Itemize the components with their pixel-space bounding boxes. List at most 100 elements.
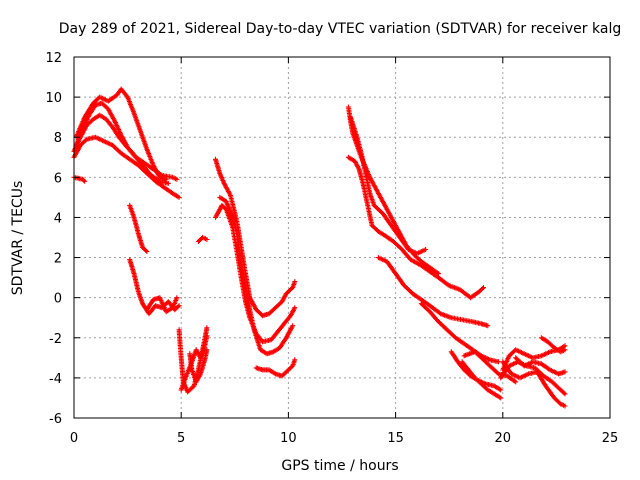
data-point: [446, 328, 448, 331]
data-point: [148, 312, 150, 315]
data-point: [203, 359, 206, 361]
data-point: [362, 184, 365, 187]
data-point: [499, 377, 502, 379]
data-point: [261, 314, 264, 317]
data-point: [176, 178, 178, 181]
x-tick-label: 25: [602, 431, 619, 446]
data-point: [463, 342, 466, 345]
series-track-q: [345, 104, 441, 277]
y-tick-label: 4: [54, 211, 62, 226]
data-point: [399, 236, 401, 239]
data-point: [105, 118, 107, 120]
data-point: [94, 136, 97, 139]
data-point: [120, 134, 122, 137]
x-tick-label: 20: [495, 431, 512, 446]
data-point: [532, 361, 534, 363]
data-point: [559, 389, 562, 391]
data-point: [268, 312, 270, 315]
data-point: [450, 351, 453, 353]
data-point: [557, 373, 560, 375]
data-point: [456, 361, 459, 363]
data-point: [128, 158, 131, 161]
y-tick-label: 6: [54, 171, 62, 186]
series-track-ac: [513, 355, 568, 377]
data-point: [214, 158, 217, 161]
data-point: [225, 200, 228, 203]
data-point: [551, 381, 553, 383]
data-point: [255, 367, 258, 369]
data-point: [244, 300, 247, 303]
y-tick-label: -4: [49, 372, 62, 387]
data-point: [553, 347, 556, 349]
x-tick-label: 5: [177, 431, 185, 446]
data-point: [98, 96, 101, 98]
data-point: [167, 182, 170, 185]
data-point: [534, 367, 536, 369]
data-point: [94, 104, 97, 106]
data-point: [373, 184, 375, 187]
data-point: [461, 361, 463, 363]
data-point: [268, 369, 270, 371]
data-point: [143, 162, 146, 165]
data-point: [197, 240, 200, 243]
data-point: [240, 276, 243, 279]
data-point: [244, 284, 247, 287]
data-point: [178, 328, 180, 331]
data-point: [564, 371, 566, 373]
data-point: [454, 336, 457, 339]
data-point: [482, 286, 485, 289]
data-point: [461, 318, 463, 321]
data-point: [360, 152, 363, 155]
data-point: [197, 369, 200, 371]
data-point: [291, 286, 294, 289]
data-point: [261, 369, 264, 371]
data-point: [107, 108, 110, 110]
data-point: [480, 383, 483, 385]
data-point: [253, 328, 255, 331]
data-point: [287, 369, 290, 371]
data-marks: [71, 86, 568, 409]
y-tick-label: 10: [45, 91, 62, 106]
data-point: [437, 272, 440, 275]
data-point: [154, 304, 157, 307]
data-point: [429, 310, 431, 313]
data-point: [549, 369, 551, 371]
data-point: [502, 369, 504, 371]
data-point: [409, 258, 412, 261]
data-point: [167, 300, 170, 303]
data-point: [549, 351, 551, 353]
data-point: [474, 377, 476, 379]
series-track-o: [217, 194, 296, 357]
data-point: [366, 204, 369, 207]
data-point: [193, 385, 195, 387]
data-point: [191, 369, 193, 371]
data-point: [101, 102, 103, 104]
data-point: [165, 178, 167, 181]
x-axis-ticks: 0 5 10 15 20 25: [70, 57, 618, 446]
data-point: [285, 292, 288, 295]
data-point: [279, 347, 281, 349]
data-point: [377, 256, 380, 259]
data-point: [107, 100, 110, 102]
data-point: [411, 292, 414, 295]
data-point: [439, 312, 442, 315]
data-point: [86, 138, 88, 141]
data-point: [403, 284, 405, 287]
data-point: [158, 296, 161, 299]
series-track-m: [213, 156, 298, 319]
data-point: [474, 351, 476, 353]
data-point: [559, 351, 562, 353]
data-point: [259, 349, 262, 351]
data-point: [416, 252, 418, 255]
data-point: [152, 164, 155, 167]
data-point: [364, 172, 367, 175]
data-point: [270, 338, 273, 341]
plot-frame: [73, 56, 611, 419]
data-point: [392, 240, 395, 243]
x-tick-label: 15: [387, 431, 404, 446]
data-point: [486, 389, 489, 391]
data-point: [553, 397, 556, 399]
data-point: [379, 196, 382, 199]
data-point: [371, 224, 373, 227]
plus-markers: [213, 156, 298, 319]
